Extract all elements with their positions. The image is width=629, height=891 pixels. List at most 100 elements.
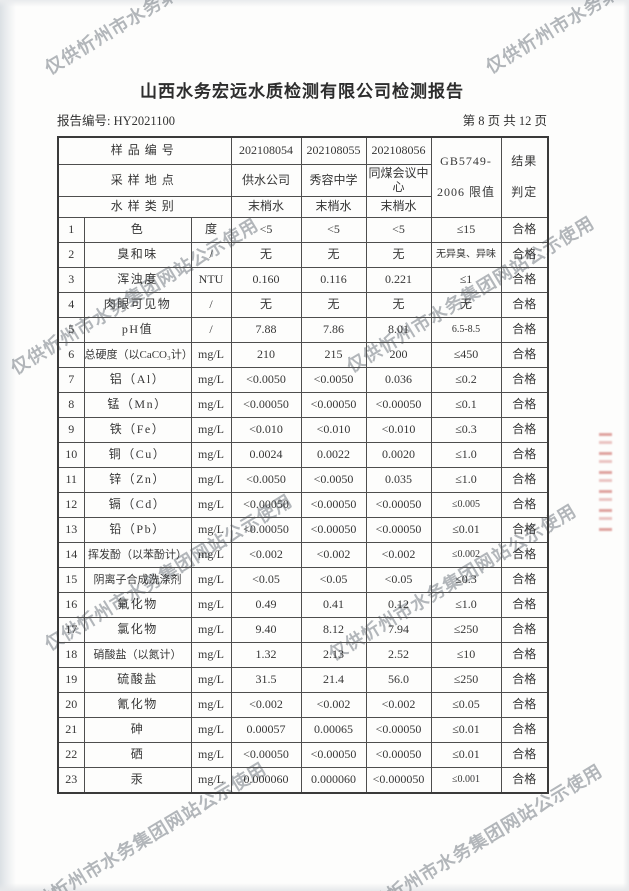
value-sample-2: <0.002 xyxy=(300,542,367,568)
value-sample-2: <0.002 xyxy=(300,692,367,718)
water-type-3: 末梢水 xyxy=(365,196,432,218)
parameter-name: 铜（Cu） xyxy=(83,442,192,468)
value-sample-3: 0.035 xyxy=(365,467,432,493)
limit-value: ≤1 xyxy=(430,267,502,293)
parameter-name: 铅（Pb） xyxy=(83,517,192,543)
page-edge-shading-top xyxy=(0,0,629,7)
value-sample-2: 0.00065 xyxy=(300,717,367,743)
result-value: 合格 xyxy=(500,367,549,393)
result-value: 合格 xyxy=(500,692,549,718)
table-row: 19 硫酸盐 mg/L 31.5 21.4 56.0 ≤250 合格 xyxy=(57,667,549,693)
result-value: 合格 xyxy=(500,467,549,493)
limit-value: ≤0.3 xyxy=(430,417,502,443)
value-sample-1: <0.002 xyxy=(230,692,302,718)
unit: / xyxy=(190,242,232,268)
table-row: 15 阴离子合成洗涤剂 mg/L <0.05 <0.05 <0.05 ≤0.3 合格 xyxy=(57,567,549,593)
unit: mg/L xyxy=(190,767,232,794)
value-sample-2: 0.116 xyxy=(300,267,367,293)
value-sample-1: 无 xyxy=(230,292,302,318)
unit: mg/L xyxy=(190,392,232,418)
row-number: 22 xyxy=(57,742,85,768)
row-number: 20 xyxy=(57,692,85,718)
unit: NTU xyxy=(190,267,232,293)
value-sample-3: 8.01 xyxy=(365,317,432,343)
value-sample-2: 0.000060 xyxy=(300,767,367,794)
value-sample-3: 0.036 xyxy=(365,367,432,393)
result-value: 合格 xyxy=(500,417,549,443)
parameter-name: 铝（Al） xyxy=(83,367,192,393)
value-sample-2: 8.12 xyxy=(300,617,367,643)
limit-value: ≤450 xyxy=(430,342,502,368)
value-sample-1: 0.0024 xyxy=(230,442,302,468)
limit-value: 无异臭、异味 xyxy=(430,242,502,268)
parameter-name: 色 xyxy=(83,217,192,243)
table-row: 9 铁（Fe） mg/L <0.010 <0.010 <0.010 ≤0.3 合格 xyxy=(57,417,549,443)
value-sample-3: 56.0 xyxy=(365,667,432,693)
result-value: 合格 xyxy=(500,267,549,293)
table-row: 3 浑浊度 NTU 0.160 0.116 0.221 ≤1 合格 xyxy=(57,267,549,293)
unit: mg/L xyxy=(190,492,232,518)
sample-no-3: 202108056 xyxy=(365,136,432,165)
row-number: 17 xyxy=(57,617,85,643)
water-quality-results-table: 样品编号 202108054 202108055 202108056 GB574… xyxy=(57,136,549,794)
table-row: 17 氯化物 mg/L 9.40 8.12 7.94 ≤250 合格 xyxy=(57,617,549,643)
parameter-name: 硝酸盐（以氮计） xyxy=(83,642,192,668)
table-row: 14 挥发酚（以苯酚计） mg/L <0.002 <0.002 <0.002 ≤0.002 合… xyxy=(57,542,549,568)
limit-value: ≤1.0 xyxy=(430,467,502,493)
result-value: 合格 xyxy=(500,342,549,368)
row-number: 9 xyxy=(57,417,85,443)
unit: mg/L xyxy=(190,592,232,618)
table-row: 2 臭和味 / 无无无无异臭、异味 合格 xyxy=(57,242,549,268)
value-sample-2: 0.41 xyxy=(300,592,367,618)
table-row: 20 氰化物 mg/L <0.002 <0.002 <0.002 ≤0.05 合格 xyxy=(57,692,549,718)
watermark-text: 仅供忻州市水务集团网站公示使用 xyxy=(39,0,297,80)
result-value: 合格 xyxy=(500,717,549,743)
watermark-text: 仅供忻州市水务集团网站公示使用 xyxy=(480,0,629,79)
unit: mg/L xyxy=(190,417,232,443)
result-value: 合格 xyxy=(500,292,549,318)
parameter-name: 砷 xyxy=(83,717,192,743)
value-sample-2: 215 xyxy=(300,342,367,368)
value-sample-2: <0.0050 xyxy=(300,367,367,393)
parameter-name: pH值 xyxy=(83,317,192,343)
value-sample-1: 210 xyxy=(230,342,302,368)
table-row: 1 色度 <5 <5 <5 ≤15 合格 xyxy=(57,217,549,243)
unit: mg/L xyxy=(190,642,232,668)
value-sample-3: 无 xyxy=(365,292,432,318)
parameter-name: 铁（Fe） xyxy=(83,417,192,443)
row-number: 23 xyxy=(57,767,85,794)
parameter-name: 锌（Zn） xyxy=(83,467,192,493)
result-value: 合格 xyxy=(500,642,549,668)
unit: mg/L xyxy=(190,342,232,368)
row-number: 4 xyxy=(57,292,85,318)
row-number: 14 xyxy=(57,542,85,568)
parameter-name: 氯化物 xyxy=(83,617,192,643)
parameter-name: 氟化物 xyxy=(83,592,192,618)
result-value: 合格 xyxy=(500,567,549,593)
value-sample-1: 9.40 xyxy=(230,617,302,643)
table-row: 16 氟化物 mg/L 0.49 0.41 0.12 ≤1.0 合格 xyxy=(57,592,549,618)
location-1: 供水公司 xyxy=(230,164,302,197)
result-value: 合格 xyxy=(500,392,549,418)
row-number: 16 xyxy=(57,592,85,618)
result-value: 合格 xyxy=(500,517,549,543)
limit-column-header: GB5749- 2006 限值 xyxy=(430,136,502,218)
value-sample-1: <5 xyxy=(230,217,302,243)
value-sample-1: <0.00050 xyxy=(230,492,302,518)
unit: mg/L xyxy=(190,467,232,493)
row-number: 2 xyxy=(57,242,85,268)
location-3: 同煤会议中心 xyxy=(365,164,432,197)
value-sample-1: 0.160 xyxy=(230,267,302,293)
table-row: 11 锌（Zn） mg/L <0.0050 <0.0050 0.035 ≤1.0 合格 xyxy=(57,467,549,493)
results-table-body: 1 色度 <5 <5 <5 ≤15 合格 2 臭和味 / 无无无无异臭、异味 合格 3 浑浊度 NTU 0.1… xyxy=(57,217,549,794)
value-sample-1: <0.0050 xyxy=(230,467,302,493)
row-number: 12 xyxy=(57,492,85,518)
limit-value: ≤10 xyxy=(430,642,502,668)
value-sample-3: 0.0020 xyxy=(365,442,432,468)
table-row: 13 铅（Pb） mg/L <0.00050 <0.00050 <0.00050 ≤0.01… xyxy=(57,517,549,543)
page-number-info: 第 8 页 共 12 页 xyxy=(462,114,547,128)
limit-value: ≤0.001 xyxy=(430,767,502,794)
limit-value: ≤1.0 xyxy=(430,592,502,618)
unit: mg/L xyxy=(190,367,232,393)
